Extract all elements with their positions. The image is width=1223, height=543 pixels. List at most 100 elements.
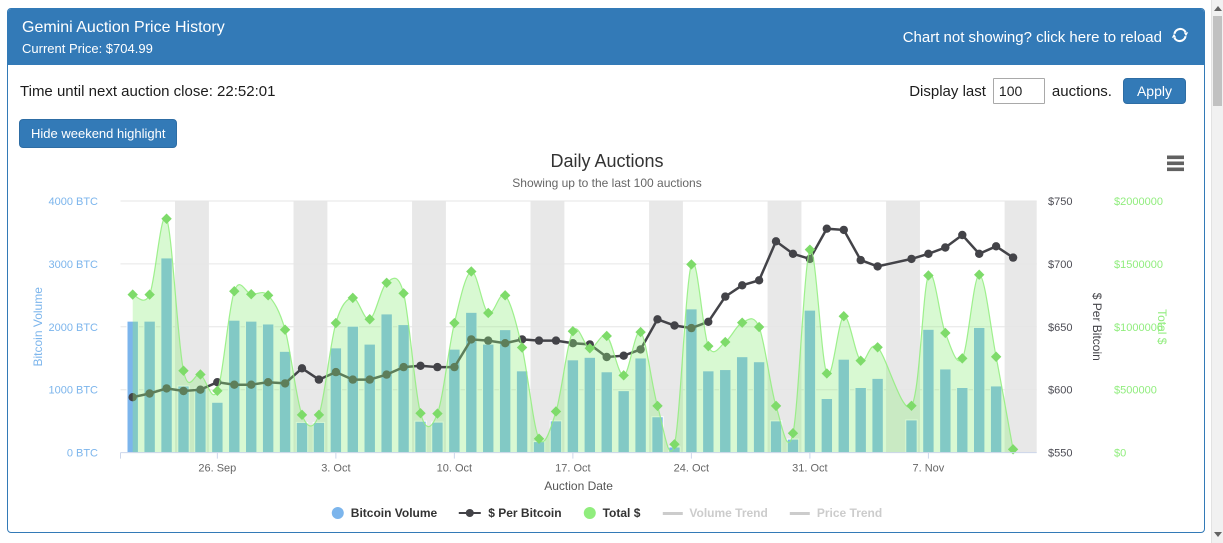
total-point [364,314,375,325]
chart-menu-icon[interactable] [1167,155,1184,172]
price-point [822,224,831,233]
total-axis-title: Total $ [1155,309,1169,345]
price-point [230,380,239,389]
reload-label: Chart not showing? click here to reload [902,28,1162,46]
reload-link[interactable]: Chart not showing? click here to reload [903,26,1189,48]
x-axis-label: 3. Oct [321,463,350,475]
total-point [669,439,680,450]
total-point [957,353,968,364]
chart-title: Daily Auctions [550,151,663,171]
total-point [940,327,951,339]
price-axis-tick-label: $750 [1048,196,1072,208]
total-point [567,326,579,337]
price-point [399,362,408,372]
price-axis-title: $ Per Bitcoin [1090,293,1104,361]
price-axis-tick-label: $650 [1048,322,1072,334]
total-point [703,340,714,352]
legend-label-price-trend: Price Trend [816,506,883,520]
chart-legend: Bitcoin Volume $ Per Bitcoin Total $ Volume… [331,506,883,520]
price-axis-tick-label: $550 [1048,448,1072,460]
total-point [838,311,849,322]
total-point [821,368,833,379]
legend-item-volume-trend[interactable]: Volume Trend [662,506,768,520]
page-scrollbar[interactable] [1211,0,1223,543]
total-point [923,270,934,281]
price-point [941,243,950,252]
price-point [196,385,205,394]
price-point [280,379,290,388]
total-point [787,428,799,439]
total-axis-tick-label: $0 [1114,448,1126,460]
price-point [314,375,324,384]
total-point [584,343,596,354]
price-point [619,351,628,360]
price-point [687,323,696,333]
apply-button[interactable]: Apply [1122,78,1186,104]
legend-label-bitcoin-volume: Bitcoin Volume [350,506,438,520]
price-point [924,249,933,258]
total-axis-tick-label: $1000000 [1114,322,1163,334]
x-axis-title: Auction Date [544,479,613,493]
price-point [771,237,781,246]
legend-item-total[interactable]: Total $ [583,506,640,520]
total-point [246,289,257,300]
total-point [686,259,697,270]
x-axis-label: 7. Nov [913,463,945,475]
price-point [365,375,374,384]
price-point [416,361,425,370]
volume-axis-tick-label: 2000 BTC [48,322,98,334]
price-point [145,389,154,398]
scrollbar-down-icon[interactable] [1213,532,1222,537]
page-title: Gemini Auction Price History [22,19,225,36]
price-point [670,321,679,330]
legend-item-bitcoin-volume[interactable]: Bitcoin Volume [331,506,438,520]
hide-weekend-button[interactable]: Hide weekend highlight [19,119,178,148]
total-point [499,290,511,301]
price-point [382,370,391,379]
legend-item-per-bitcoin[interactable]: $ Per Bitcoin [459,506,562,520]
total-point [533,433,545,444]
total-axis-tick-label: $2000000 [1114,196,1163,208]
x-axis-label: 10. Oct [437,463,472,475]
total-point [195,369,206,380]
price-point [263,378,273,387]
panel-header-titles: Gemini Auction Price History Current Pri… [22,18,225,56]
total-point [449,317,460,329]
scrollbar-thumb[interactable] [1213,16,1222,106]
price-point [721,292,730,301]
price-point [484,336,493,345]
volume-axis-title: Bitcoin Volume [31,287,45,367]
total-point [127,289,138,300]
controls-row: Time until next auction close: 22:52:01 … [8,65,1204,104]
price-point [788,249,798,258]
x-axis-label: 24. Oct [674,463,709,475]
total-point [381,277,392,288]
auction-panel: Gemini Auction Price History Current Pri… [7,8,1205,533]
total-point [229,285,240,297]
chart-subtitle: Showing up to the last 100 auctions [512,176,701,190]
volume-axis-tick-label: 3000 BTC [48,259,98,271]
total-area-line [132,216,1014,452]
chart-menu-bar [1167,161,1184,166]
legend-label-per-bitcoin: $ Per Bitcoin [488,506,562,520]
scrollbar-up-icon[interactable] [1213,6,1222,11]
legend-item-price-trend[interactable]: Price Trend [789,506,883,520]
price-point [991,242,1001,251]
total-point [212,385,223,397]
price-point [467,335,476,344]
total-point [990,351,1002,362]
display-last-input[interactable] [992,78,1045,104]
price-point [348,375,357,384]
price-point [568,339,578,348]
chart-menu-bar [1167,167,1184,172]
legend-marker-volume-trend [662,511,683,515]
chart-container: 26. Sep 3. Oct 10. Oct 17. Oct 24. Oct 31. Oc… [8,146,1206,534]
current-price: Current Price: $704.99 [22,41,153,56]
total-point [415,408,426,419]
total-point [804,244,816,255]
price-point [958,230,967,240]
price-point [1008,253,1018,262]
total-point [736,317,748,328]
total-point [296,409,308,421]
legend-marker-price-trend [789,511,810,515]
